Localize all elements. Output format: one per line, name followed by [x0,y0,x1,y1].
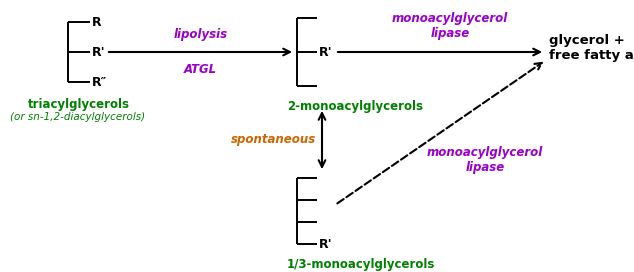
Text: glycerol +
free fatty acids: glycerol + free fatty acids [549,34,634,62]
Text: 1/3-monoacylglycerols: 1/3-monoacylglycerols [287,258,436,271]
Text: triacylglycerols: triacylglycerols [28,98,130,111]
Text: monoacylglycerol
lipase: monoacylglycerol lipase [427,146,543,174]
Text: ATGL: ATGL [184,63,217,76]
Text: 2-monoacylglycerols: 2-monoacylglycerols [287,100,423,113]
Text: spontaneous: spontaneous [231,134,316,147]
Text: R': R' [319,45,333,58]
Text: lipolysis: lipolysis [174,28,228,41]
Text: R: R [92,16,101,29]
Text: R': R' [319,237,333,251]
Text: R″: R″ [92,76,107,88]
Text: (or sn-1,2-diacylglycerols): (or sn-1,2-diacylglycerols) [10,112,145,122]
Text: R': R' [92,45,106,58]
Text: monoacylglycerol
lipase: monoacylglycerol lipase [392,12,508,40]
